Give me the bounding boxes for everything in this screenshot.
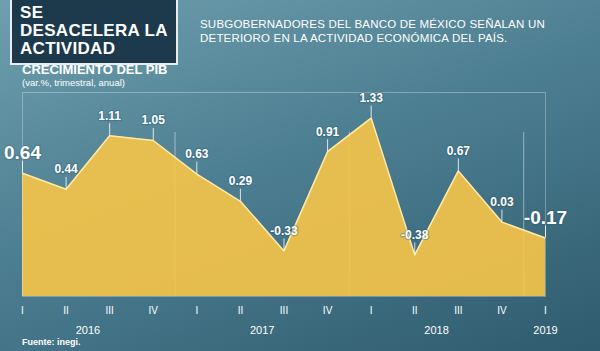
svg-text:I: I bbox=[544, 305, 547, 316]
svg-text:-0.17: -0.17 bbox=[524, 207, 567, 228]
svg-text:0.64: 0.64 bbox=[4, 142, 41, 163]
svg-text:III: III bbox=[454, 305, 462, 316]
html-text:(var.%, trimestral, anual): (var.%, trimestral, anual) bbox=[22, 77, 125, 88]
svg-text:II: II bbox=[238, 305, 244, 316]
svg-text:I: I bbox=[195, 305, 198, 316]
svg-text:IV: IV bbox=[323, 305, 333, 316]
svg-text:II: II bbox=[412, 305, 418, 316]
svg-text:I: I bbox=[21, 305, 24, 316]
svg-text:2019: 2019 bbox=[533, 324, 557, 336]
svg-text:0.29: 0.29 bbox=[229, 174, 253, 188]
html-text:Fuente: inegi.: Fuente: inegi. bbox=[22, 337, 81, 347]
svg-text:0.67: 0.67 bbox=[447, 144, 471, 158]
svg-text:III: III bbox=[105, 305, 113, 316]
svg-text:1.11: 1.11 bbox=[98, 109, 121, 123]
svg-text:2016: 2016 bbox=[76, 324, 100, 336]
svg-text:I: I bbox=[370, 305, 373, 316]
svg-text:II: II bbox=[63, 305, 69, 316]
svg-text:1.33: 1.33 bbox=[359, 92, 383, 105]
svg-text:2018: 2018 bbox=[424, 324, 448, 336]
svg-text:0.91: 0.91 bbox=[316, 125, 340, 139]
html-text:SUBGOBERNADORES DEL BANCO DE M: SUBGOBERNADORES DEL BANCO DE MÉXICO SEÑA… bbox=[200, 18, 545, 44]
svg-text:0.03: 0.03 bbox=[490, 195, 514, 209]
svg-text:-0.33: -0.33 bbox=[270, 224, 298, 238]
svg-text:III: III bbox=[280, 305, 288, 316]
svg-text:1.05: 1.05 bbox=[142, 113, 166, 127]
svg-text:-0.38: -0.38 bbox=[401, 228, 429, 242]
svg-text:IV: IV bbox=[149, 305, 159, 316]
html-text:SE DESACELERA LA ACTIVIDAD: SE DESACELERA LA ACTIVIDAD bbox=[20, 3, 168, 58]
svg-text:0.63: 0.63 bbox=[185, 147, 209, 161]
svg-text:2017: 2017 bbox=[250, 324, 274, 336]
svg-text:IV: IV bbox=[497, 305, 507, 316]
html-text:CRECIMIENTO DEL PIB: CRECIMIENTO DEL PIB bbox=[22, 62, 168, 77]
svg-text:0.44: 0.44 bbox=[54, 162, 78, 176]
